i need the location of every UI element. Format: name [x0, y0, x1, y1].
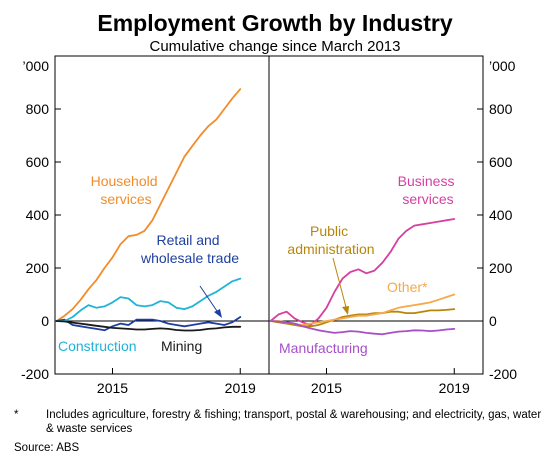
series-layer: [55, 88, 456, 336]
y-tick-label-right-1: 0: [489, 313, 497, 329]
x-tick-label-0-1: 2019: [225, 380, 256, 396]
x-tick-label-1-1: 2019: [439, 380, 470, 396]
x-tick-label-1-0: 2015: [311, 380, 342, 396]
y-tick-label-right-5: 800: [489, 101, 513, 117]
label-construction: Construction: [58, 338, 137, 354]
x-tick-label-0-0: 2015: [97, 380, 128, 396]
arrowhead-public-administration: [342, 306, 349, 315]
y-unit-label-left: ’000: [23, 58, 50, 74]
arrow-retail-wholesale: [199, 285, 220, 315]
label-other: Other*: [387, 279, 428, 295]
y-tick-label-left-3: 400: [26, 207, 50, 223]
source-text: Source: ABS: [14, 442, 80, 454]
y-tick-label-left-1: 0: [41, 313, 49, 329]
series-line-1-2: [269, 293, 456, 326]
chart-subtitle: Cumulative change since March 2013: [150, 38, 401, 55]
y-tick-label-right-0: -200: [489, 366, 517, 382]
footnote-text: Includes agriculture, forestry & fishing…: [46, 409, 542, 435]
chart-title: Employment Growth by Industry: [97, 10, 452, 36]
label-business-services: Business services: [398, 173, 459, 207]
y-tick-label-right-2: 200: [489, 260, 513, 276]
source-note: Source: ABS: [14, 441, 79, 455]
series-line-0-2: [55, 277, 242, 322]
arrowhead-retail-wholesale: [214, 309, 222, 318]
arrow-public-administration: [332, 257, 348, 312]
axes-layer: -200 -200 0 0 200 200 400 400 600 600 800 800 2015 20…: [21, 101, 517, 396]
y-tick-label-left-0: -200: [21, 366, 49, 382]
label-mining: Mining: [161, 338, 202, 354]
y-tick-label-right-4: 600: [489, 154, 513, 170]
series-line-1-0: [269, 218, 456, 326]
y-tick-label-right-3: 400: [489, 207, 513, 223]
label-retail-wholesale: Retail and wholesale trade: [140, 232, 239, 266]
y-tick-label-left-5: 800: [26, 101, 50, 117]
y-tick-label-left-2: 200: [26, 260, 50, 276]
y-tick-label-left-4: 600: [26, 154, 50, 170]
footnote-mark: *: [14, 409, 19, 421]
label-public-administration: Public administration: [287, 223, 374, 257]
series-line-0-1: [55, 316, 242, 332]
label-household-services: Household services: [91, 173, 162, 207]
series-line-1-3: [269, 320, 456, 336]
y-unit-label-right: ’000: [489, 58, 516, 74]
series-line-0-3: [55, 320, 242, 332]
label-manufacturing: Manufacturing: [279, 340, 368, 356]
series-line-0-0: [55, 88, 242, 322]
